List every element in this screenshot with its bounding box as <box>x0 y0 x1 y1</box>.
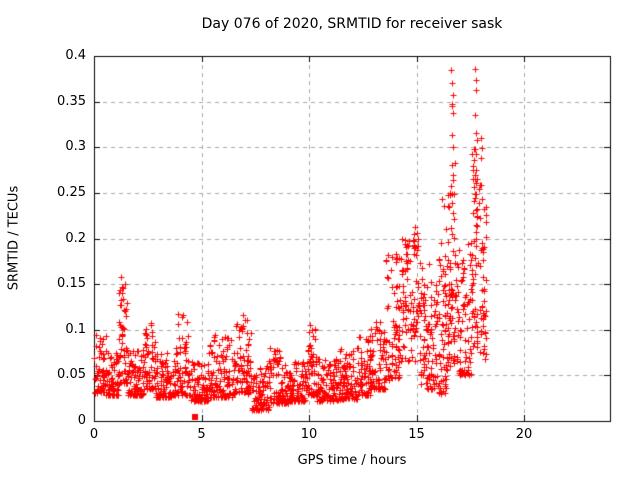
x-tick-label: 15 <box>408 427 425 442</box>
chart-title: Day 076 of 2020, SRMTID for receiver sas… <box>201 16 503 32</box>
y-tick-label: 0.2 <box>65 230 86 246</box>
y-tick-label: 0.35 <box>57 93 86 109</box>
y-tick-label: 0.15 <box>57 276 86 292</box>
x-tick-label: 0 <box>89 427 99 442</box>
y-tick-label: 0 <box>77 413 86 428</box>
x-tick-label: 10 <box>300 427 318 442</box>
y-tick-label: 0.1 <box>65 321 86 337</box>
x-tick-label: 5 <box>197 427 206 442</box>
x-axis-title: GPS time / hours <box>297 453 407 468</box>
y-tick-label: 0.3 <box>65 139 86 155</box>
y-tick-label: 0.4 <box>65 48 86 63</box>
y-tick-label: 0.05 <box>57 367 86 383</box>
y-tick-label: 0.25 <box>57 184 86 200</box>
y-axis-title: SRMTID / TECUs <box>6 185 22 291</box>
x-tick-label: 20 <box>515 427 533 442</box>
